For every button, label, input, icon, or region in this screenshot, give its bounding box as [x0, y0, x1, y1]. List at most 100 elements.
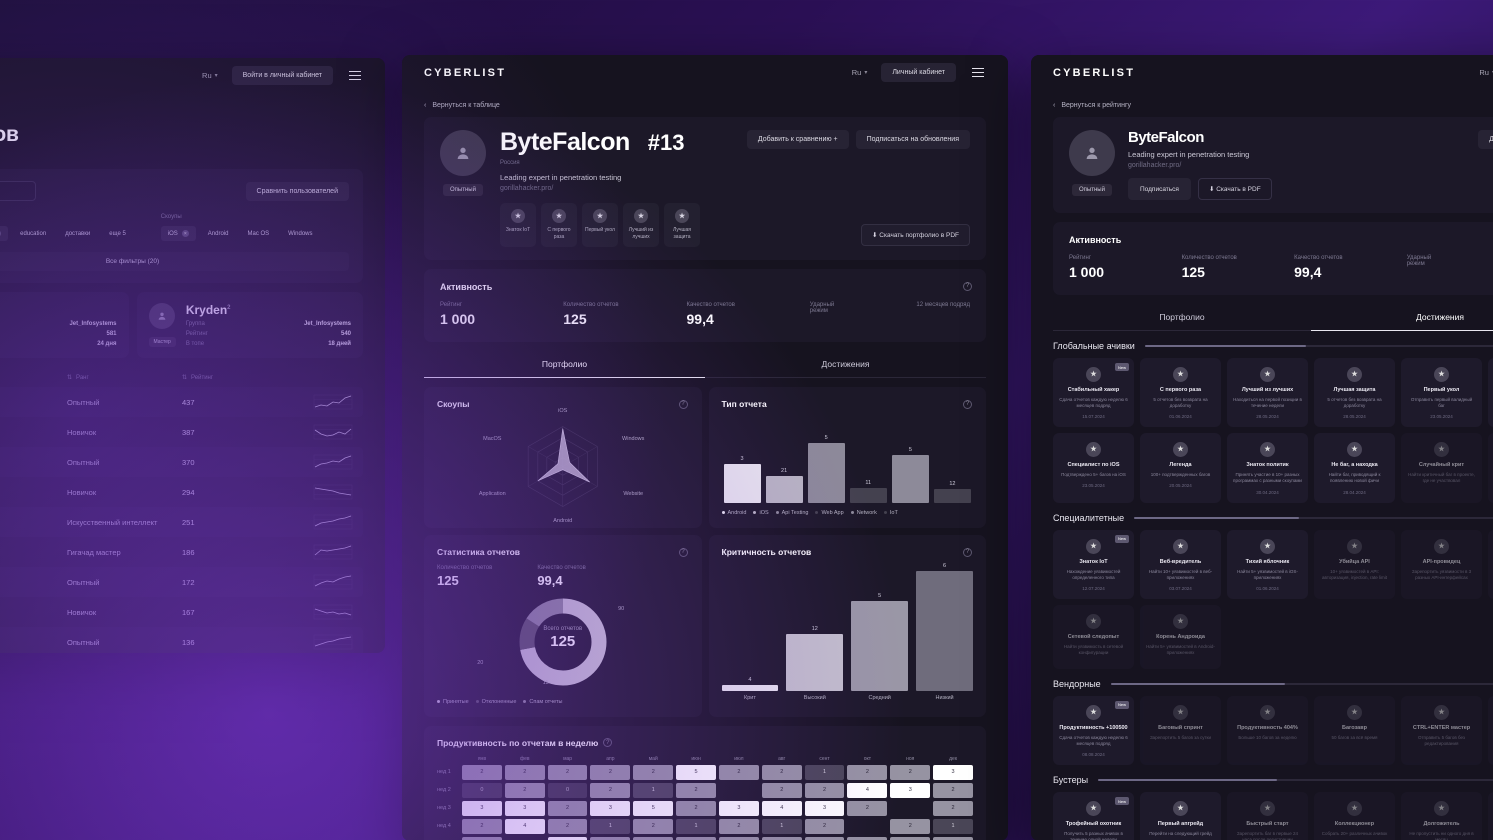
language-selector[interactable]: Ru ▾: [852, 68, 868, 77]
table-row[interactable]: KotaaroИскусственный интеллект 251: [0, 507, 363, 537]
filter-chip[interactable]: Android: [201, 226, 236, 241]
filter-chip[interactable]: доставки: [58, 226, 97, 241]
achievement-card[interactable]: ★ Корень Андроида Найти 5+ уязвимостей в A…: [1140, 604, 1221, 669]
heatmap-cell[interactable]: 5: [633, 800, 674, 816]
heatmap-cell[interactable]: 2: [633, 818, 674, 834]
tab-achievements[interactable]: Достижения: [705, 351, 986, 378]
download-pdf-button[interactable]: ⬇ Скачать портфолио в PDF: [861, 223, 970, 246]
heatmap-cell[interactable]: 2: [676, 782, 716, 798]
achievement-card[interactable]: ★В по3 дня по замеч к 3: [1488, 695, 1493, 766]
achievement-card[interactable]: ★ Коллекционер Собрать 20+ различных ачиво…: [1314, 792, 1395, 840]
bar-column[interactable]: 11: [849, 419, 887, 503]
heatmap-cell[interactable]: 2: [847, 764, 888, 780]
achievement-card[interactable]: ★ Лучший из лучших Находиться на первой по…: [1227, 358, 1308, 428]
heatmap-cell[interactable]: 0: [462, 782, 502, 798]
heatmap-cell[interactable]: 2: [718, 836, 759, 840]
account-button[interactable]: Личный кабинет: [881, 63, 956, 82]
login-button[interactable]: Войти в личный кабинет: [231, 66, 333, 85]
close-icon[interactable]: ×: [0, 230, 2, 237]
achievement-card[interactable]: ★ Первый укол Отправить первый валидный ба…: [1401, 358, 1482, 428]
table-row[interactable]: ElkianГигачад мастер 186: [0, 537, 363, 567]
achievement-card[interactable]: ★ЭтичныНайти платформ на пол: [1488, 433, 1493, 503]
bar-column[interactable]: 5: [807, 419, 845, 503]
filter-chip[interactable]: финтех×: [0, 226, 9, 241]
heatmap-cell[interactable]: 2: [547, 764, 588, 780]
bar-column[interactable]: 5: [891, 419, 929, 503]
achievement-card[interactable]: ★ Лучшая защита 5 отчетов без возврата на …: [1314, 358, 1395, 428]
scroll-progress-bar[interactable]: [1134, 516, 1493, 519]
achievement-card[interactable]: ★ЛучшийИсправи улучши чужих р: [1488, 792, 1493, 840]
heatmap-cell[interactable]: [719, 783, 759, 798]
heatmap-cell[interactable]: 3: [933, 764, 973, 780]
heatmap-cell[interactable]: 5: [547, 836, 588, 840]
filter-chip[interactable]: еще 5: [102, 226, 133, 241]
filter-chip[interactable]: iOS ×: [160, 226, 196, 241]
all-filters-button[interactable]: Все фильтры (20): [0, 252, 349, 271]
download-pdf-button[interactable]: ⬇ Скачать в PDF: [1197, 178, 1272, 200]
table-row[interactable]: Jet_InfosystemsОпытный 437: [0, 387, 363, 417]
breadcrumb[interactable]: ‹ Вернуться к таблице: [402, 90, 1008, 117]
achievement-card[interactable]: ★АрхитекНайти кри повыше на инфра24.0: [1488, 358, 1493, 428]
heatmap-cell[interactable]: 2: [933, 782, 973, 798]
heatmap-cell[interactable]: 2: [804, 782, 845, 798]
heatmap-cell[interactable]: 1: [761, 818, 802, 834]
help-icon[interactable]: ?: [963, 399, 972, 409]
bar-column[interactable]: 5: [851, 563, 909, 691]
heatmap-cell[interactable]: 2: [718, 818, 759, 834]
heatmap-cell[interactable]: 1: [933, 818, 973, 834]
tab-portfolio[interactable]: Портфолио: [1053, 304, 1311, 331]
filter-chip[interactable]: Mac OS: [240, 226, 276, 241]
close-icon[interactable]: ×: [181, 230, 189, 237]
heatmap-cell[interactable]: 2: [718, 764, 759, 780]
achievement-card[interactable]: ★ Багозавр 50 багов за всё время: [1314, 695, 1395, 766]
help-icon[interactable]: ?: [963, 547, 972, 557]
heatmap-cell[interactable]: 4: [504, 818, 545, 834]
table-row[interactable]: LiffiОпытный 172: [0, 567, 363, 597]
achievement-card[interactable]: ★ Долгожитель Не пропустить ни одного дня …: [1401, 792, 1482, 840]
heatmap-cell[interactable]: 3: [462, 800, 502, 816]
heatmap-cell[interactable]: 2: [847, 800, 888, 816]
col-rating[interactable]: Рейтинг: [191, 374, 214, 381]
heatmap-cell[interactable]: [890, 801, 930, 816]
top-user-card[interactable]: ОпытныйXynex1ГруппаJet_InfosystemsРейтин…: [0, 292, 129, 358]
help-icon[interactable]: ?: [678, 547, 688, 557]
help-icon[interactable]: ?: [963, 281, 972, 291]
tab-portfolio[interactable]: Портфолио: [424, 351, 705, 378]
breadcrumb[interactable]: ‹ Вернуться к рейтингу: [1031, 90, 1493, 117]
heatmap-cell[interactable]: 2: [804, 818, 845, 834]
heatmap-cell[interactable]: 2: [676, 836, 716, 840]
achievement-card[interactable]: ★ Тихий яблочник Найти 5+ уязвимостей в iO…: [1227, 529, 1308, 599]
language-selector[interactable]: Ru ▾: [202, 71, 218, 80]
heatmap-cell[interactable]: 2: [590, 764, 631, 780]
add-to-compare-button[interactable]: Добавить к сравнению +: [746, 130, 849, 149]
heatmap-cell[interactable]: 1: [590, 818, 631, 834]
heatmap-cell[interactable]: 2: [890, 818, 931, 834]
language-selector[interactable]: Ru ▾: [1479, 68, 1493, 77]
heatmap-cell[interactable]: 2: [633, 764, 674, 780]
heatmap-cell[interactable]: 2: [462, 836, 502, 840]
achievement-card[interactable]: ★ Убийца API 10+ уязвимостей в API: автори…: [1314, 529, 1395, 599]
heatmap-cell[interactable]: 2: [890, 836, 931, 840]
heatmap-cell[interactable]: 4: [761, 800, 802, 816]
profile-badge[interactable]: ★ Лучшая защита: [664, 203, 700, 247]
sort-icon[interactable]: ⇅: [182, 375, 188, 381]
profile-badge[interactable]: ★ Знаток IoT: [500, 203, 536, 247]
filter-chip[interactable]: education: [13, 226, 53, 241]
add-to-compare-button[interactable]: Добавить к срав: [1478, 130, 1493, 149]
achievement-card[interactable]: New ★ Знаток IoT Нахождение уязвимостей опр…: [1053, 529, 1134, 599]
table-row[interactable]: VaniНовичок 167: [0, 597, 363, 627]
heatmap-cell[interactable]: 3: [718, 800, 759, 816]
heatmap-cell[interactable]: 5: [676, 764, 716, 780]
achievement-card[interactable]: ★ Сетевой следопыт Найти уязвимость в сете…: [1053, 604, 1134, 669]
table-row[interactable]: EssicahОпытный 136: [0, 627, 363, 653]
scroll-progress-bar[interactable]: [1110, 682, 1493, 685]
col-rank[interactable]: Ранг: [76, 374, 89, 381]
achievement-card[interactable]: ★ Случайный крит Найти критичный баг в про…: [1401, 433, 1482, 503]
heatmap-cell[interactable]: 4: [847, 782, 888, 798]
bar-column[interactable]: 12: [786, 563, 844, 691]
achievement-card[interactable]: ★ Специалист по iOS Подтверждено 5+ багов …: [1053, 433, 1134, 503]
heatmap-cell[interactable]: 2: [933, 836, 973, 840]
bar-column[interactable]: 21: [765, 419, 803, 503]
heatmap-cell[interactable]: [505, 837, 545, 840]
heatmap-cell[interactable]: 0: [547, 782, 588, 798]
